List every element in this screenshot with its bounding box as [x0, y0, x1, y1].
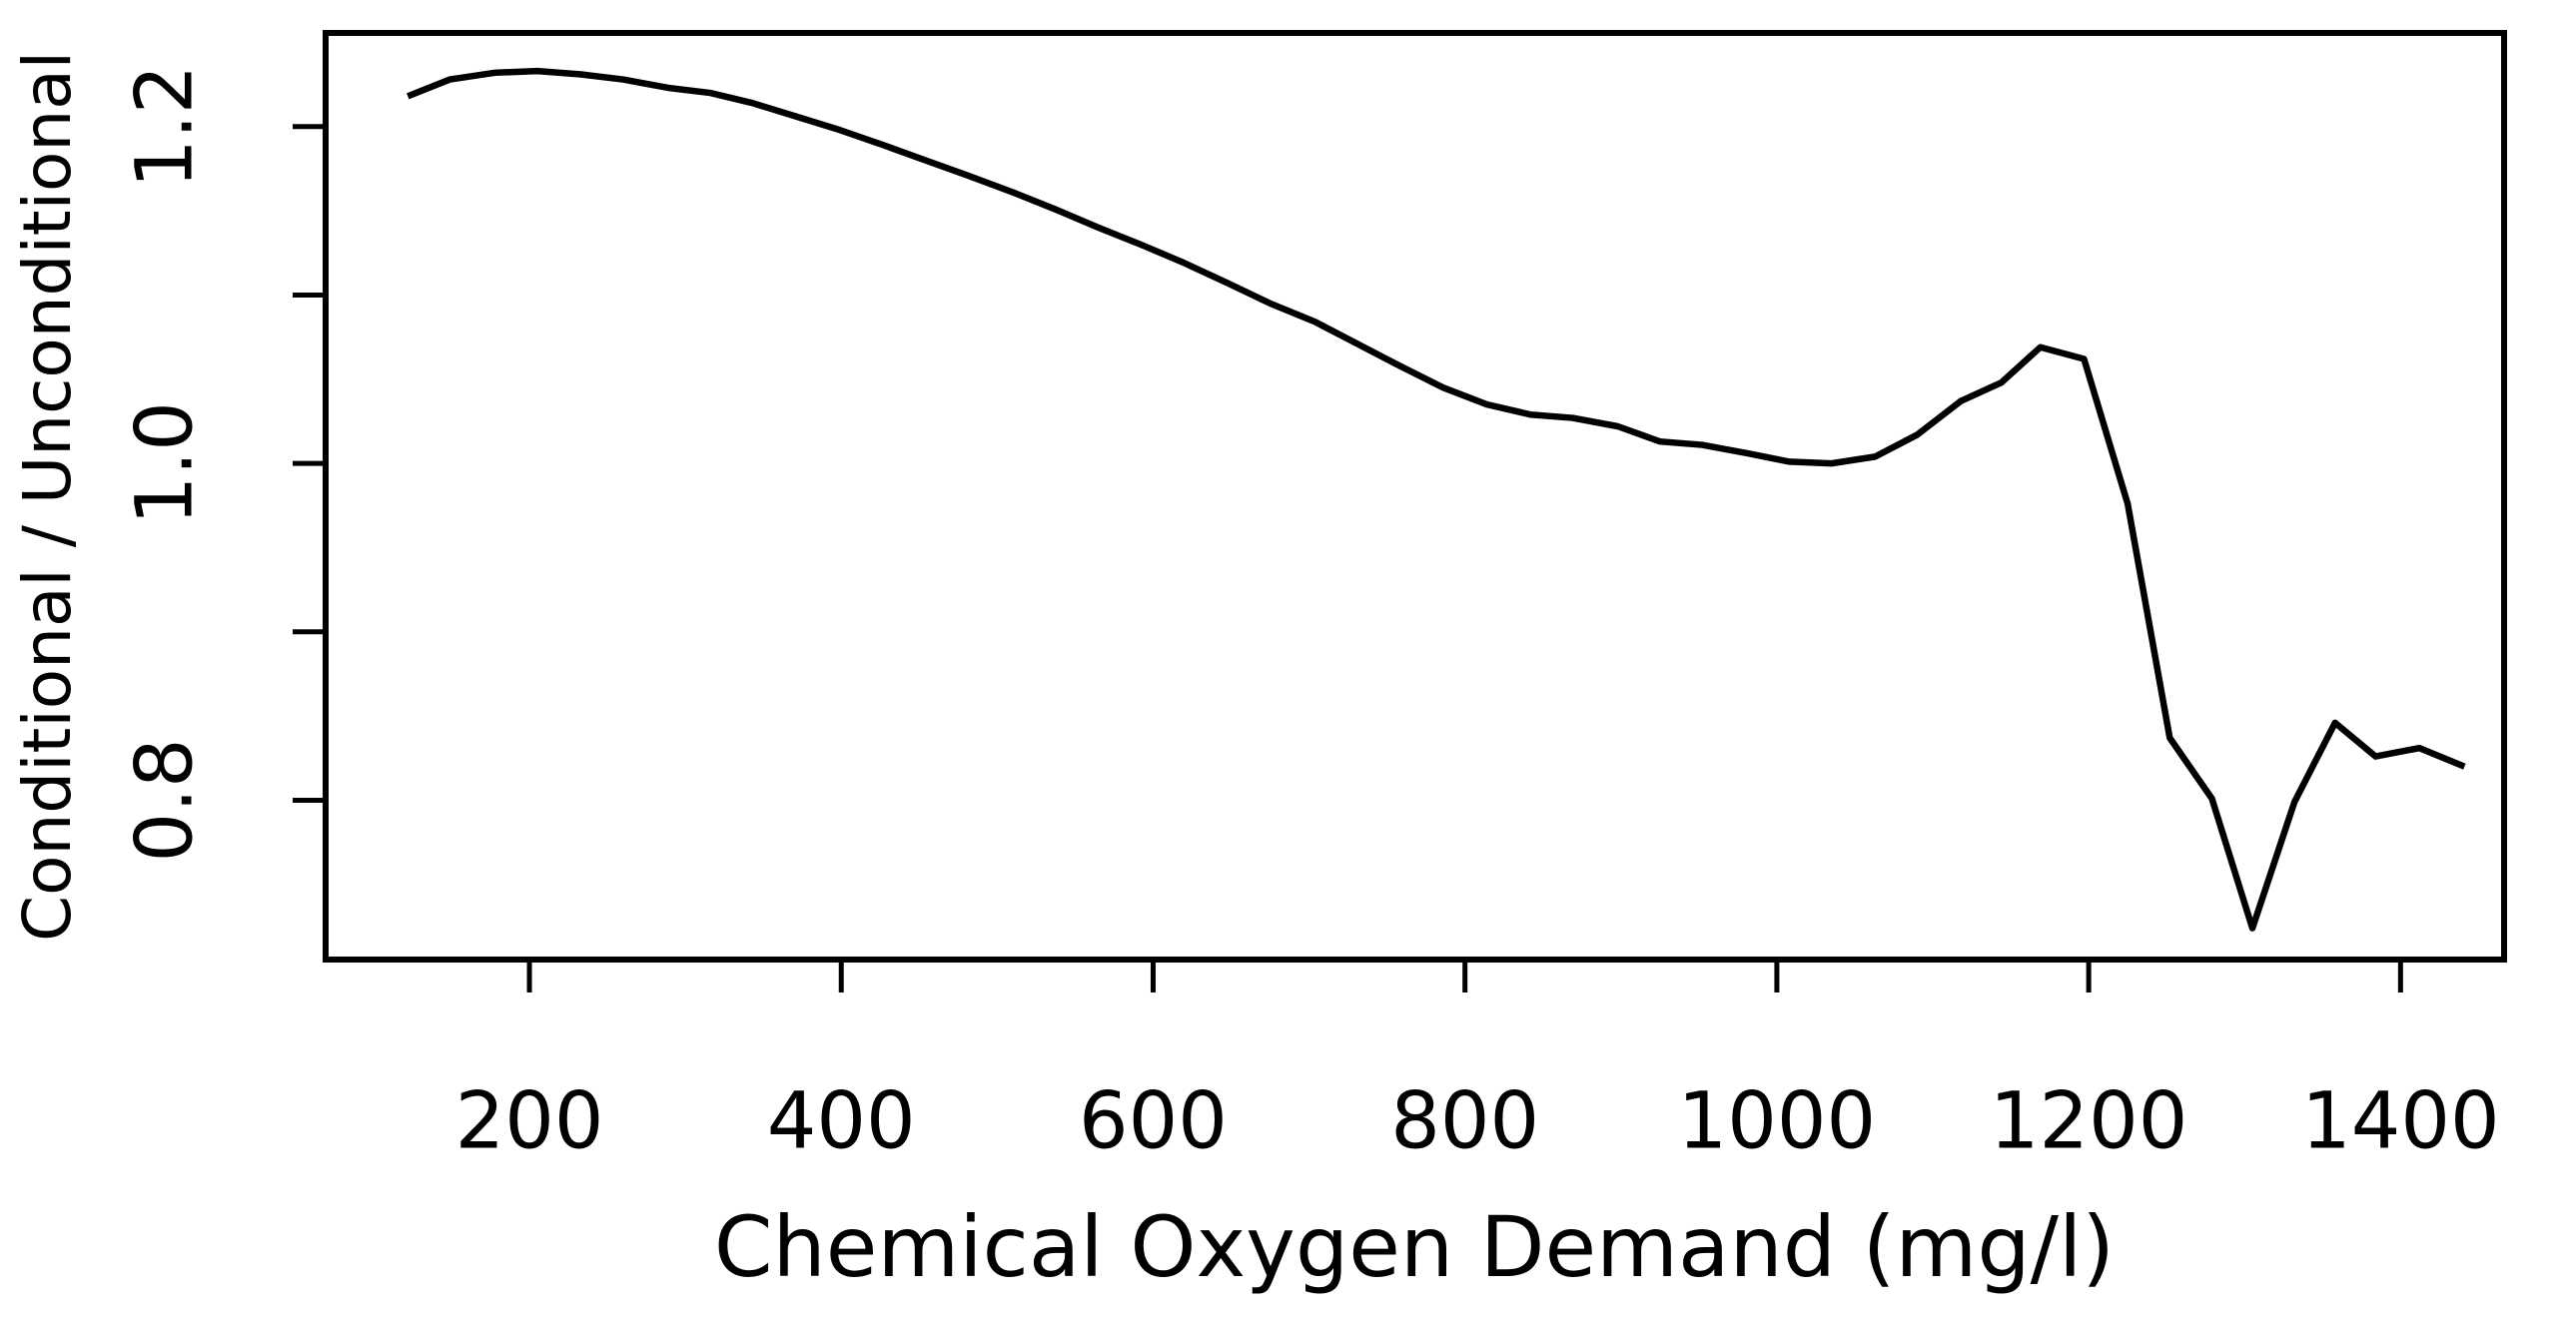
y-tick-label: 1.0: [120, 401, 210, 525]
x-tick-label: 400: [767, 1076, 916, 1166]
data-line: [407, 67, 2466, 932]
x-tick-label: 1200: [1990, 1076, 2188, 1166]
x-tick-label: 1400: [2301, 1076, 2500, 1166]
x-tick-label: 200: [455, 1076, 604, 1166]
x-tick-label: 1000: [1678, 1076, 1877, 1166]
x-axis-label: Chemical Oxygen Demand (mg/l): [714, 1198, 2115, 1296]
x-tick-label: 600: [1079, 1076, 1228, 1166]
plot-box: [323, 30, 2507, 963]
x-tick-label: 800: [1390, 1076, 1539, 1166]
y-tick-label: 1.2: [120, 65, 210, 189]
y-tick-label: 0.8: [120, 738, 210, 862]
y-axis-label: Conditional / Unconditional: [9, 51, 86, 942]
